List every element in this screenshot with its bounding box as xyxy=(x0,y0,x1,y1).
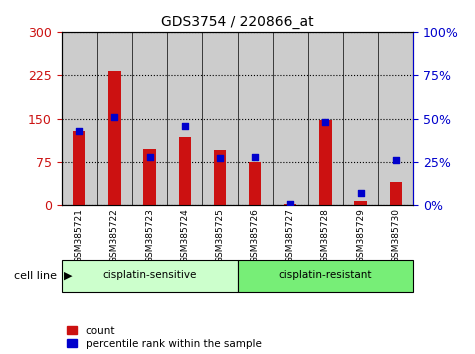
Text: cisplatin-sensitive: cisplatin-sensitive xyxy=(103,270,197,280)
Point xyxy=(357,190,364,196)
Bar xyxy=(343,32,378,205)
Bar xyxy=(238,32,273,205)
Legend: count, percentile rank within the sample: count, percentile rank within the sample xyxy=(67,326,262,349)
Point xyxy=(76,128,83,133)
Point xyxy=(146,154,153,160)
Bar xyxy=(354,201,367,205)
Bar xyxy=(132,32,167,205)
Bar xyxy=(308,32,343,205)
Point xyxy=(216,156,224,161)
Bar xyxy=(390,182,402,205)
Bar xyxy=(238,260,413,292)
Title: GDS3754 / 220866_at: GDS3754 / 220866_at xyxy=(161,16,314,29)
Bar xyxy=(62,260,238,292)
Text: cell line: cell line xyxy=(14,271,57,281)
Point xyxy=(181,123,189,129)
Point xyxy=(111,114,118,120)
Bar xyxy=(214,150,226,205)
Point xyxy=(286,201,294,206)
Bar xyxy=(143,149,156,205)
Bar xyxy=(284,204,296,205)
Bar xyxy=(108,71,121,205)
Bar xyxy=(319,120,332,205)
Text: cisplatin-resistant: cisplatin-resistant xyxy=(279,270,372,280)
Bar xyxy=(73,131,86,205)
Bar xyxy=(97,32,132,205)
Bar xyxy=(378,32,413,205)
Point xyxy=(322,119,329,125)
Bar xyxy=(273,32,308,205)
Point xyxy=(251,154,259,160)
Bar xyxy=(202,32,238,205)
Bar xyxy=(179,137,191,205)
Bar xyxy=(167,32,202,205)
Bar xyxy=(249,162,261,205)
Point xyxy=(392,158,399,163)
Bar xyxy=(62,32,97,205)
Text: ▶: ▶ xyxy=(64,271,73,281)
